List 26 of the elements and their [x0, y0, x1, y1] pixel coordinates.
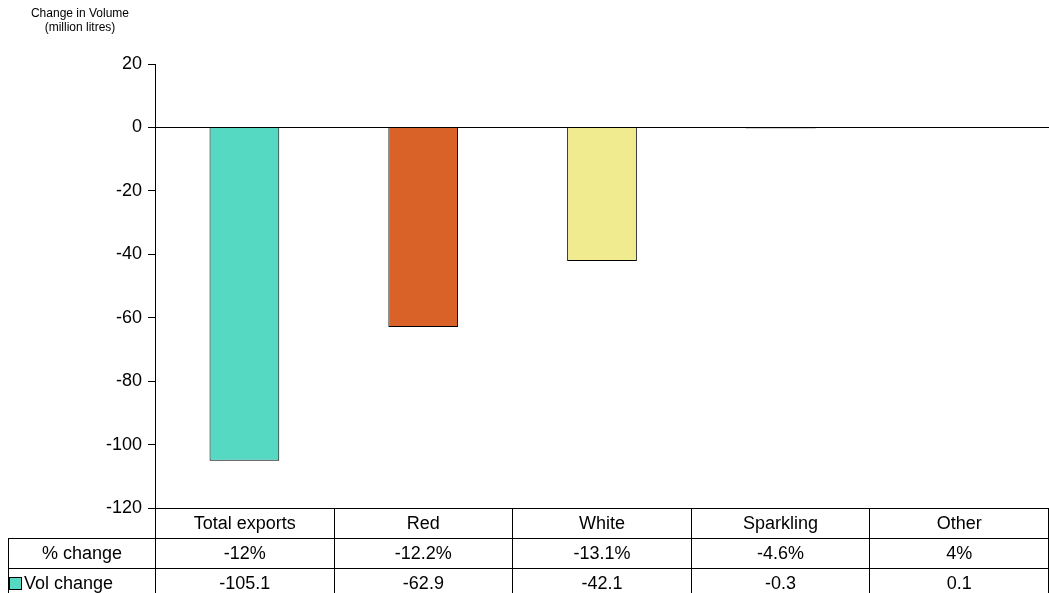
text: % change: [8, 538, 156, 569]
y-tick-label: -120: [105, 496, 142, 517]
legend-label: Vol change: [8, 568, 156, 593]
data-label: 0.1: [869, 568, 1049, 593]
data-label: -42.1: [512, 568, 692, 593]
text: -4.6%: [691, 538, 870, 569]
text: -12%: [155, 538, 335, 569]
x-tick-label: Sparkling: [691, 508, 870, 539]
x-tick-label: Total exports: [155, 508, 335, 539]
text: 4%: [869, 538, 1049, 569]
data-label: -62.9: [334, 568, 513, 593]
data-label: -105.1: [155, 568, 335, 593]
text: -12.2%: [334, 538, 513, 569]
x-tick-label: Other: [869, 508, 1049, 539]
y-tick-label: -80: [115, 370, 142, 391]
y-tick-label: -60: [115, 306, 142, 327]
data-label: -0.3: [691, 568, 870, 593]
y-tick-label: 20: [121, 52, 142, 73]
y-tick-label: 0: [131, 116, 142, 137]
x-tick-label: White: [512, 508, 692, 539]
y-tick-label: -100: [105, 433, 142, 454]
x-tick-label: Red: [334, 508, 513, 539]
text: -13.1%: [512, 538, 692, 569]
y-tick-label: -20: [115, 179, 142, 200]
y-axis-title: Change in Volume (million litres): [29, 6, 131, 34]
y-tick-label: -40: [115, 243, 142, 264]
